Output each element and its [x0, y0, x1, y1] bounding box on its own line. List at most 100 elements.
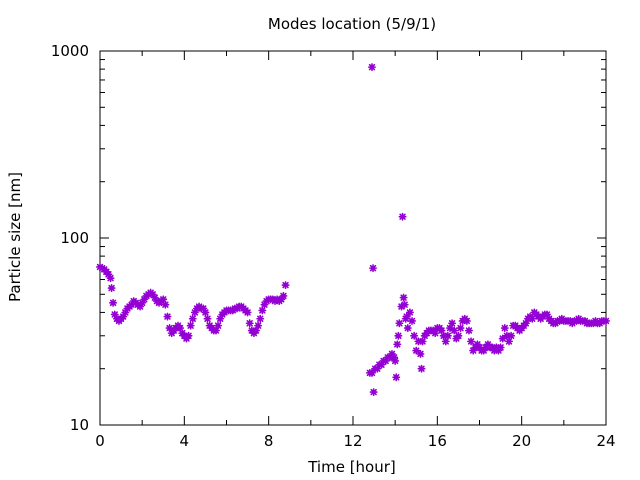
data-point — [260, 300, 269, 309]
x-tick-label: 4 — [180, 432, 190, 450]
data-point — [106, 274, 115, 283]
data-point — [110, 310, 119, 319]
x-tick-label: 12 — [343, 432, 362, 450]
data-point — [479, 346, 488, 355]
data-point — [439, 331, 448, 340]
data-point — [381, 356, 390, 365]
data-point — [502, 331, 511, 340]
data-point — [121, 308, 130, 317]
data-point — [148, 290, 157, 299]
data-point — [184, 331, 193, 340]
data-point — [399, 293, 408, 302]
data-point — [528, 314, 537, 323]
data-point — [602, 316, 610, 325]
data-point — [492, 343, 501, 352]
data-point — [119, 312, 128, 321]
data-point — [140, 295, 149, 304]
data-point — [159, 295, 168, 304]
data-point — [211, 326, 220, 335]
x-tick-label: 16 — [428, 432, 447, 450]
x-tick-label: 24 — [596, 432, 615, 450]
data-point — [216, 314, 225, 323]
data-point — [107, 284, 116, 293]
data-point — [456, 324, 465, 333]
data-point — [507, 331, 516, 340]
ticks: 0 4 8 12 16 20 24 10 100 1000 — [51, 42, 616, 450]
data-point — [402, 312, 411, 321]
data-point — [450, 326, 459, 335]
y-tick-label: 100 — [60, 229, 89, 247]
axes — [99, 50, 607, 426]
data-point — [163, 312, 172, 321]
data-point — [245, 319, 254, 328]
data-point — [412, 346, 421, 355]
data-point — [201, 308, 210, 317]
data-point — [394, 331, 403, 340]
data-point — [410, 331, 419, 340]
data-point — [138, 298, 147, 307]
data-point — [150, 293, 159, 302]
data-point — [254, 321, 263, 330]
data-point — [467, 337, 476, 346]
data-points — [96, 63, 610, 397]
data-point — [104, 270, 113, 279]
data-point — [445, 324, 454, 333]
x-tick-label: 0 — [95, 432, 105, 450]
x-tick-label: 8 — [264, 432, 274, 450]
data-point — [464, 326, 473, 335]
data-point — [417, 364, 426, 373]
data-point — [416, 349, 425, 358]
data-point — [256, 314, 265, 323]
data-point — [408, 316, 417, 325]
data-point — [418, 337, 427, 346]
data-point — [390, 353, 399, 362]
data-point — [367, 368, 376, 377]
x-tick-label: 20 — [512, 432, 531, 450]
data-point — [490, 346, 499, 355]
data-point — [161, 300, 170, 309]
data-point — [190, 308, 199, 317]
data-point — [281, 281, 290, 290]
data-point — [391, 356, 400, 365]
data-point — [258, 306, 267, 315]
data-point — [437, 326, 446, 335]
data-point — [279, 291, 288, 300]
data-point — [488, 343, 497, 352]
data-point — [403, 324, 412, 333]
data-point — [469, 346, 478, 355]
data-point — [494, 346, 503, 355]
data-point — [188, 314, 197, 323]
data-point — [496, 343, 505, 352]
data-point — [443, 331, 452, 340]
data-point — [369, 264, 378, 273]
data-point — [454, 331, 463, 340]
data-point — [398, 212, 407, 221]
data-point — [369, 388, 378, 397]
data-point — [392, 373, 401, 382]
data-point — [475, 343, 484, 352]
data-point — [542, 310, 551, 319]
data-point — [277, 295, 286, 304]
data-point — [441, 337, 450, 346]
data-point — [127, 300, 136, 309]
data-point — [397, 302, 406, 311]
data-point — [214, 321, 223, 330]
data-point — [176, 324, 185, 333]
data-point — [186, 321, 195, 330]
y-tick-label: 10 — [70, 416, 89, 434]
data-point — [203, 314, 212, 323]
data-point — [505, 337, 514, 346]
data-point — [373, 364, 382, 373]
x-axis-label: Time [hour] — [307, 458, 396, 476]
data-point — [385, 353, 394, 362]
data-point — [388, 349, 397, 358]
data-point — [405, 308, 414, 317]
data-point — [243, 308, 252, 317]
data-point — [498, 334, 507, 343]
data-point — [395, 319, 404, 328]
data-point — [199, 304, 208, 313]
data-point — [136, 302, 145, 311]
data-point — [400, 300, 409, 309]
data-point — [521, 319, 530, 328]
